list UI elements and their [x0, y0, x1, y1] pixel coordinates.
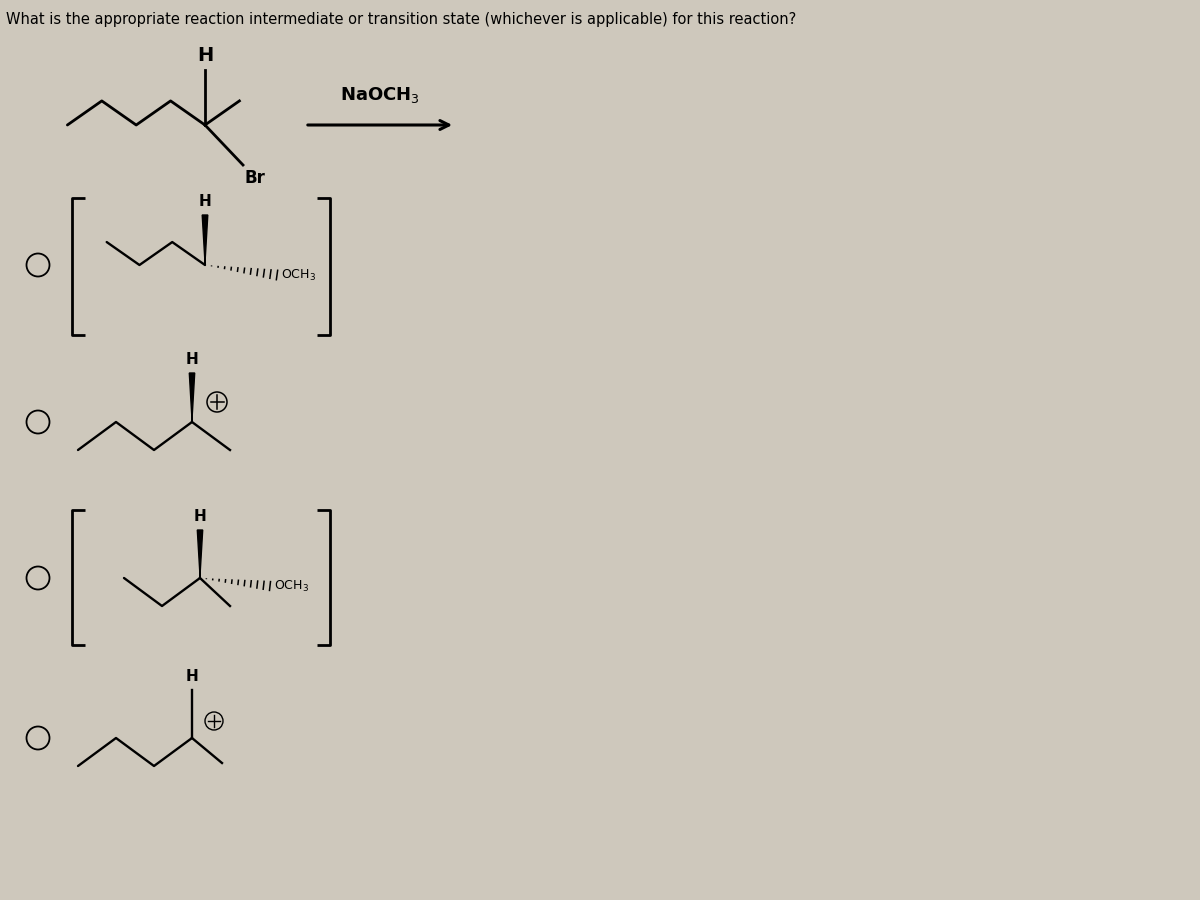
Text: H: H	[186, 352, 198, 367]
Text: H: H	[186, 669, 198, 684]
Text: H: H	[193, 509, 206, 524]
Text: H: H	[199, 194, 211, 209]
Text: What is the appropriate reaction intermediate or transition state (whichever is : What is the appropriate reaction interme…	[6, 12, 797, 27]
Polygon shape	[197, 530, 203, 578]
Polygon shape	[190, 373, 194, 422]
Text: NaOCH$_3$: NaOCH$_3$	[340, 85, 420, 105]
Text: OCH$_3$: OCH$_3$	[281, 267, 316, 283]
Polygon shape	[202, 215, 208, 265]
Text: OCH$_3$: OCH$_3$	[274, 579, 308, 594]
Text: H: H	[197, 46, 214, 65]
Text: Br: Br	[245, 169, 266, 187]
